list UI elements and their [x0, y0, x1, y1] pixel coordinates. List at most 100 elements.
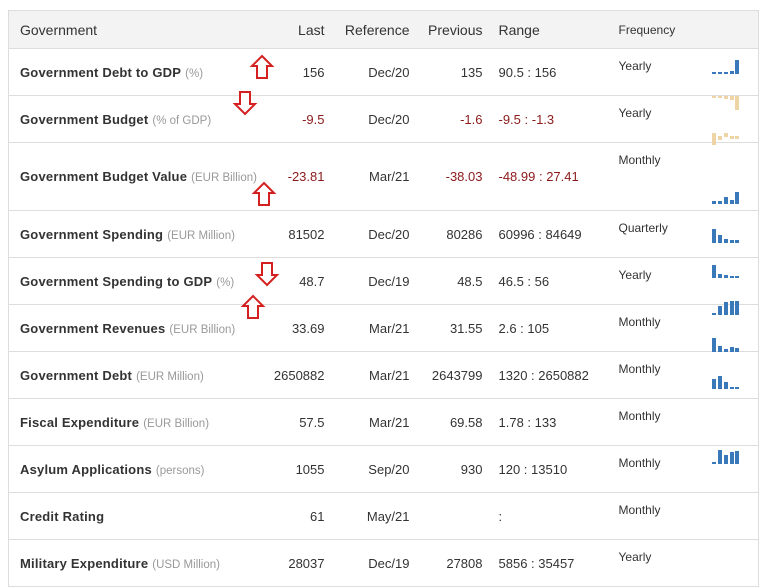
last-cell: 2650882: [262, 351, 331, 399]
sparkline-cell: [700, 257, 759, 305]
range-cell: 120 : 13510: [488, 445, 608, 493]
indicator-name: Government Budget: [20, 111, 149, 127]
frequency-cell: Monthly: [607, 142, 701, 211]
indicator-name: Government Debt: [20, 367, 133, 383]
indicator-cell: Asylum Applications (persons): [8, 445, 263, 493]
range-cell: -9.5 : -1.3: [488, 95, 608, 143]
indicator-cell: Government Spending to GDP (%): [8, 257, 263, 305]
previous-cell: [415, 492, 489, 540]
indicator-unit: (EUR Billion): [143, 417, 210, 430]
indicator-row: Government Budget (% of GDP) -9.5 Dec/20 -1.…: [8, 95, 759, 143]
reference-cell: Mar/21: [330, 304, 416, 352]
last-cell: -9.5: [262, 95, 331, 143]
previous-cell: -1.6: [415, 95, 489, 143]
frequency-cell: Yearly: [607, 257, 701, 305]
indicator-cell: Government Budget Value (EUR Billion): [8, 142, 263, 211]
sparkline-cell: [700, 304, 759, 352]
range-cell: 2.6 : 105: [488, 304, 608, 352]
indicator-row: Credit Rating 61 May/21: Monthly: [8, 492, 759, 540]
frequency-cell: Monthly: [607, 492, 701, 540]
reference-cell: Dec/20: [330, 210, 416, 258]
sparkline-cell: [700, 95, 759, 143]
indicator-row: Government Revenues (EUR Billion) 33.69 Mar…: [8, 304, 759, 352]
last-cell: 156: [262, 48, 331, 96]
range-cell: 60996 : 84649: [488, 210, 608, 258]
sparkline-cell: [700, 351, 759, 399]
column-header: Last: [262, 10, 331, 49]
indicator-row: Government Debt (EUR Million) 2650882 Mar/2…: [8, 351, 759, 399]
sparkline-cell: [700, 445, 759, 493]
sparkline-cell: [700, 48, 759, 96]
reference-cell: Sep/20: [330, 445, 416, 493]
reference-cell: Mar/21: [330, 142, 416, 211]
government-table: Government Last Reference Previous Range Freq…: [8, 10, 760, 587]
indicator-cell: Government Debt to GDP (%): [8, 48, 263, 96]
page: Government Last Reference Previous Range Freq…: [8, 10, 760, 587]
previous-cell: 930: [415, 445, 489, 493]
indicator-row: Government Spending (EUR Million) 81502 Dec…: [8, 210, 759, 258]
indicator-unit: (EUR Billion): [191, 172, 257, 184]
indicator-cell: Government Revenues (EUR Billion): [8, 304, 263, 352]
indicator-unit: (% of GDP): [152, 114, 212, 127]
last-cell: 81502: [262, 210, 331, 258]
indicator-unit: (EUR Million): [136, 370, 204, 383]
previous-cell: 27808: [415, 539, 489, 587]
indicator-name: Government Spending: [20, 226, 164, 242]
column-header: Reference: [330, 10, 416, 49]
last-cell: 61: [262, 492, 331, 540]
indicator-name: Government Revenues: [20, 320, 166, 336]
indicator-name: Asylum Applications: [20, 461, 152, 477]
last-cell: 33.69: [262, 304, 331, 352]
reference-cell: Dec/19: [330, 539, 416, 587]
frequency-cell: Monthly: [607, 445, 701, 493]
indicator-row: Military Expenditure (USD Million) 28037 De…: [8, 539, 759, 587]
sparkline-cell: [700, 492, 759, 540]
indicator-cell: Military Expenditure (USD Million): [8, 539, 263, 587]
frequency-cell: Monthly: [607, 304, 701, 352]
frequency-cell: Yearly: [607, 95, 701, 143]
indicator-name: Fiscal Expenditure: [20, 414, 140, 430]
table-body: Government Debt to GDP (%) 156 Dec/20 135 90.…: [8, 48, 759, 587]
range-cell: 1320 : 2650882: [488, 351, 608, 399]
indicator-cell: Government Spending (EUR Million): [8, 210, 263, 258]
reference-cell: Mar/21: [330, 351, 416, 399]
frequency-cell: Yearly: [607, 539, 701, 587]
reference-cell: Mar/21: [330, 398, 416, 446]
previous-cell: 135: [415, 48, 489, 96]
indicator-name: Government Spending to GDP: [20, 273, 213, 289]
sparkline-cell: [700, 398, 759, 446]
previous-cell: 2643799: [415, 351, 489, 399]
reference-cell: Dec/20: [330, 95, 416, 143]
reference-cell: Dec/20: [330, 48, 416, 96]
frequency-cell: Quarterly: [607, 210, 701, 258]
last-cell: -23.81: [262, 142, 331, 211]
indicator-cell: Credit Rating: [8, 492, 263, 540]
range-cell: 90.5 : 156: [488, 48, 608, 96]
indicator-name: Credit Rating: [20, 508, 105, 524]
header-row: Government Last Reference Previous Range Freq…: [8, 10, 759, 49]
sparkline-cell: [700, 210, 759, 258]
indicator-cell: Fiscal Expenditure (EUR Billion): [8, 398, 263, 446]
sparkline-cell: [700, 142, 759, 211]
range-cell: 1.78 : 133: [488, 398, 608, 446]
reference-cell: Dec/19: [330, 257, 416, 305]
last-cell: 48.7: [262, 257, 331, 305]
last-cell: 1055: [262, 445, 331, 493]
range-cell: :: [488, 492, 608, 540]
frequency-cell: Monthly: [607, 351, 701, 399]
indicator-row: Fiscal Expenditure (EUR Billion) 57.5 Mar/2…: [8, 398, 759, 446]
indicator-unit: (EUR Billion): [169, 323, 236, 336]
indicator-unit: (%): [185, 67, 204, 80]
indicator-unit: (EUR Million): [167, 229, 235, 242]
indicator-unit: (persons): [155, 464, 205, 477]
last-cell: 28037: [262, 539, 331, 587]
last-cell: 57.5: [262, 398, 331, 446]
indicator-row: Asylum Applications (persons) 1055 Sep/20 93…: [8, 445, 759, 493]
column-header: Government: [8, 10, 263, 49]
range-cell: -48.99 : 27.41: [488, 142, 608, 211]
previous-cell: 80286: [415, 210, 489, 258]
frequency-cell: Monthly: [607, 398, 701, 446]
indicator-row: Government Debt to GDP (%) 156 Dec/20 135 90.…: [8, 48, 759, 96]
indicator-name: Military Expenditure: [20, 555, 149, 571]
column-header: Frequency: [607, 10, 759, 49]
